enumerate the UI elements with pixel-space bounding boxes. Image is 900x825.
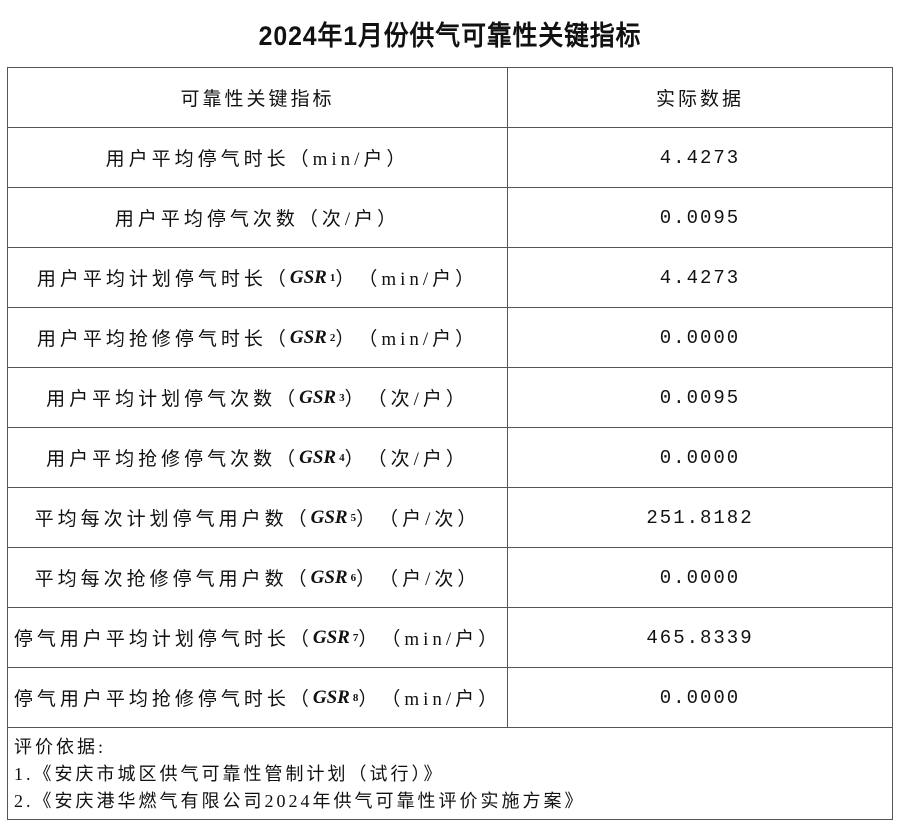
paren: （	[266, 269, 290, 290]
value-cell: 0.0000	[659, 566, 741, 589]
indicator-code-subscript: 4	[339, 451, 345, 464]
indicator-unit: （次/户）	[298, 209, 401, 230]
indicator-cell: 用户平均抢修停气次数（GSR 4）（次/户）	[8, 428, 508, 487]
value-cell: 4.4273	[659, 266, 741, 289]
indicator-name: 用户平均停气时长	[105, 149, 290, 170]
value-cell: 465.8339	[646, 626, 754, 649]
paren: （	[287, 569, 311, 590]
indicator-code-subscript: 6	[350, 571, 357, 584]
indicator-code-subscript: 7	[352, 631, 359, 644]
value-cell: 4.4273	[659, 146, 741, 169]
indicator-name: 用户平均计划停气时长	[36, 269, 267, 290]
paren: （	[266, 329, 290, 350]
paren: （	[276, 389, 300, 410]
indicator-unit: （户/次）	[379, 509, 481, 530]
indicator-name: 用户平均计划停气次数	[46, 389, 277, 410]
header-value: 实际数据	[655, 89, 744, 110]
paren: ）	[356, 509, 380, 530]
indicator-code: GSR	[299, 386, 337, 408]
table-row: 用户平均计划停气次数（GSR 3）（次/户） 0.0095	[8, 368, 892, 428]
indicator-cell: 用户平均计划停气时长（GSR 1）（min/户）	[8, 248, 508, 307]
table-row: 停气用户平均抢修停气时长（GSR 8）（min/户） 0.0000	[8, 668, 892, 728]
table-row: 用户平均停气时长 （min/户） 4.4273	[8, 128, 892, 188]
indicator-unit: （次/户）	[367, 449, 469, 470]
indicator-code-subscript: 2	[329, 331, 336, 344]
indicator-unit: （min/户）	[381, 629, 502, 650]
indicator-cell: 用户平均停气时长 （min/户）	[8, 128, 508, 187]
paren: ）	[358, 689, 382, 710]
page-title: 2024年1月份供气可靠性关键指标	[258, 21, 642, 51]
table-header: 可靠性关键指标 实际数据	[8, 68, 892, 128]
value-cell: 251.8182	[646, 506, 754, 529]
indicator-code-subscript: 8	[352, 691, 359, 704]
indicator-name: 停气用户平均计划停气时长	[13, 629, 290, 650]
table-row: 平均每次抢修停气用户数（GSR 6）（户/次） 0.0000	[8, 548, 892, 608]
indicator-unit: （户/次）	[379, 569, 481, 590]
indicator-unit: （min/户）	[358, 329, 479, 350]
indicator-code: GSR	[310, 506, 348, 528]
value-cell: 0.0000	[659, 326, 741, 349]
indicator-code-subscript: 5	[350, 511, 357, 524]
indicator-name: 平均每次计划停气用户数	[34, 509, 288, 530]
indicator-unit: （min/户）	[289, 149, 410, 170]
value-cell: 0.0095	[659, 386, 741, 409]
paren: （	[276, 449, 300, 470]
paren: ）	[344, 449, 368, 470]
table-row: 停气用户平均计划停气时长（GSR 7）（min/户） 465.8339	[8, 608, 892, 668]
indicator-code: GSR	[289, 326, 327, 348]
indicator-cell: 停气用户平均抢修停气时长（GSR 8）（min/户）	[8, 668, 508, 727]
indicator-unit: （次/户）	[367, 389, 469, 410]
paren: ）	[335, 269, 359, 290]
table-row: 平均每次计划停气用户数（GSR 5）（户/次） 251.8182	[8, 488, 892, 548]
paren: ）	[335, 329, 359, 350]
indicator-unit: （min/户）	[358, 269, 479, 290]
indicator-code-subscript: 1	[329, 271, 336, 284]
indicator-code-subscript: 3	[339, 391, 345, 404]
indicator-code: GSR	[312, 626, 350, 648]
indicator-unit: （min/户）	[381, 689, 502, 710]
table-row: 用户平均计划停气时长（GSR 1）（min/户） 4.4273	[8, 248, 892, 308]
indicator-name: 用户平均抢修停气时长	[36, 329, 267, 350]
indicator-code: GSR	[310, 566, 348, 588]
indicator-cell: 平均每次抢修停气用户数（GSR 6）（户/次）	[8, 548, 508, 607]
indicator-name: 用户平均抢修停气次数	[46, 449, 277, 470]
evaluation-basis: 评价依据: 1.《安庆市城区供气可靠性管制计划（试行）》 2.《安庆港华燃气有限…	[8, 728, 892, 819]
indicator-cell: 停气用户平均计划停气时长（GSR 7）（min/户）	[8, 608, 508, 667]
indicator-cell: 用户平均停气次数 （次/户）	[8, 188, 508, 247]
notes-heading: 评价依据:	[14, 737, 107, 757]
indicator-cell: 平均每次计划停气用户数（GSR 5）（户/次）	[8, 488, 508, 547]
indicator-name: 用户平均停气次数	[114, 209, 299, 230]
table-row: 用户平均抢修停气时长（GSR 2）（min/户） 0.0000	[8, 308, 892, 368]
table-row: 用户平均停气次数 （次/户） 0.0095	[8, 188, 892, 248]
indicator-code: GSR	[299, 446, 337, 468]
paren: （	[289, 629, 313, 650]
paren: ）	[344, 389, 368, 410]
table-row: 用户平均抢修停气次数（GSR 4）（次/户） 0.0000	[8, 428, 892, 488]
indicator-name: 停气用户平均抢修停气时长	[13, 689, 290, 710]
header-indicator: 可靠性关键指标	[8, 68, 508, 127]
paren: （	[287, 509, 311, 530]
paren: （	[289, 689, 313, 710]
paren: ）	[358, 629, 382, 650]
note-item: 1.《安庆市城区供气可靠性管制计划（试行）》	[14, 764, 445, 784]
value-cell: 0.0095	[659, 206, 741, 229]
indicator-code: GSR	[289, 266, 327, 288]
paren: ）	[356, 569, 380, 590]
indicator-cell: 用户平均计划停气次数（GSR 3）（次/户）	[8, 368, 508, 427]
indicator-code: GSR	[312, 686, 350, 708]
value-cell: 0.0000	[659, 686, 741, 709]
indicator-name: 平均每次抢修停气用户数	[34, 569, 288, 590]
value-cell: 0.0000	[659, 446, 741, 469]
note-item: 2.《安庆港华燃气有限公司2024年供气可靠性评价实施方案》	[14, 791, 586, 811]
reliability-table: 可靠性关键指标 实际数据 用户平均停气时长 （min/户） 4.4273 用户平均停气…	[7, 67, 893, 820]
indicator-cell: 用户平均抢修停气时长（GSR 2）（min/户）	[8, 308, 508, 367]
